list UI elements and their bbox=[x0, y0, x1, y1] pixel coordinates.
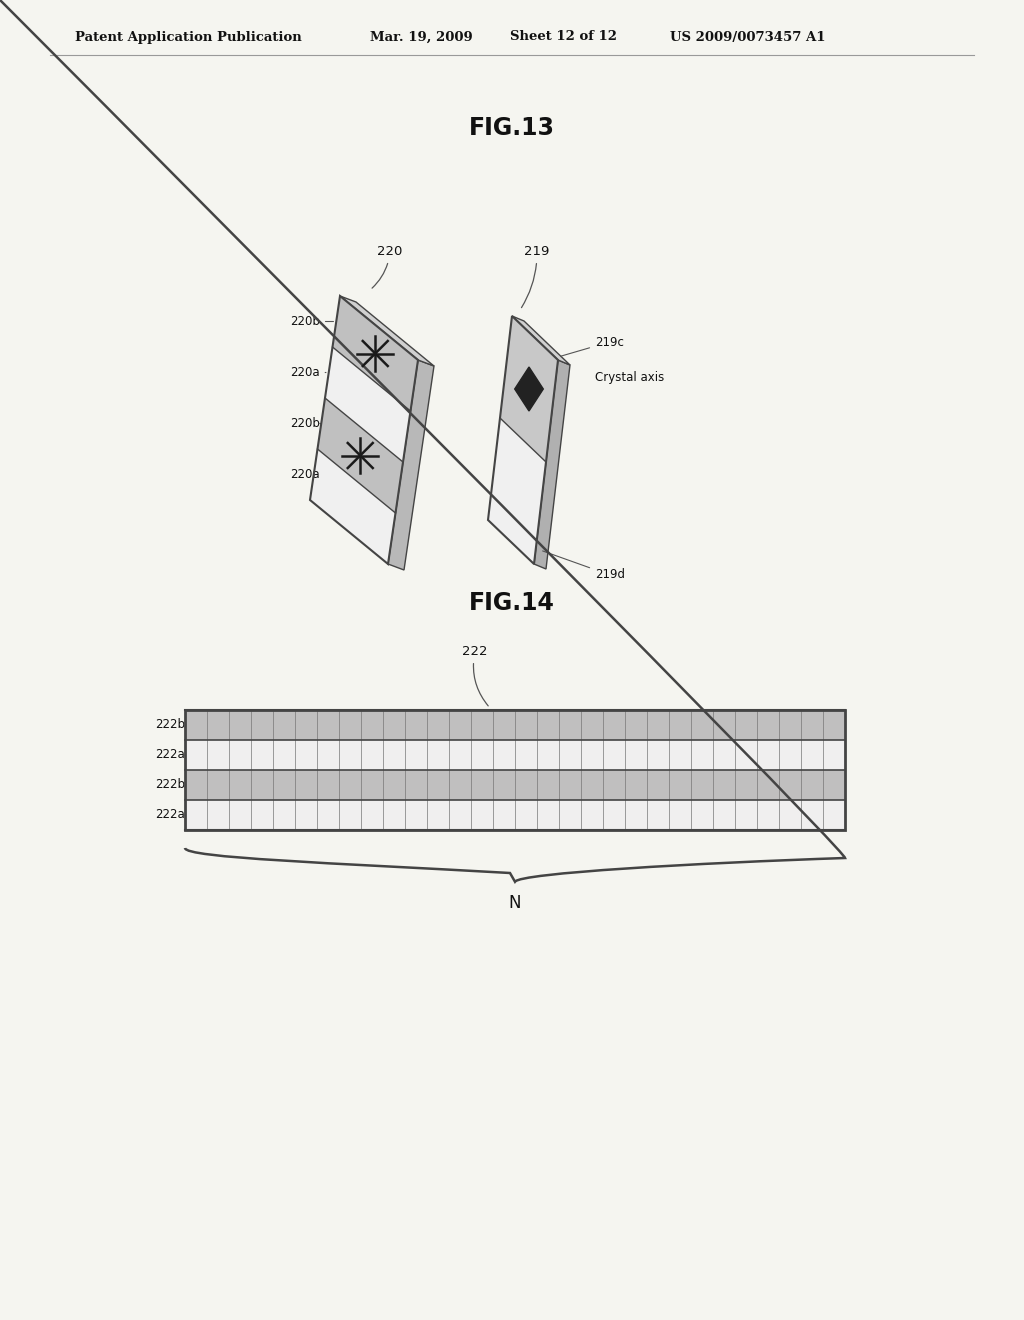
Text: 220b: 220b bbox=[290, 315, 334, 327]
Polygon shape bbox=[333, 296, 418, 411]
Text: Patent Application Publication: Patent Application Publication bbox=[75, 30, 302, 44]
Polygon shape bbox=[488, 418, 546, 564]
Polygon shape bbox=[325, 347, 411, 462]
Text: 219d: 219d bbox=[543, 550, 625, 582]
Text: FIG.13: FIG.13 bbox=[469, 116, 555, 140]
Polygon shape bbox=[317, 399, 403, 513]
Text: 219c: 219c bbox=[561, 335, 624, 356]
Polygon shape bbox=[185, 741, 845, 770]
Text: 222a: 222a bbox=[155, 808, 185, 821]
Polygon shape bbox=[310, 449, 395, 564]
Text: 220a: 220a bbox=[290, 469, 319, 480]
Text: FIG.14: FIG.14 bbox=[469, 591, 555, 615]
Polygon shape bbox=[185, 800, 845, 830]
Text: N: N bbox=[509, 894, 521, 912]
Text: 219: 219 bbox=[521, 246, 550, 308]
Text: Sheet 12 of 12: Sheet 12 of 12 bbox=[510, 30, 617, 44]
Polygon shape bbox=[340, 296, 434, 366]
Text: 222b: 222b bbox=[155, 779, 185, 792]
Polygon shape bbox=[500, 315, 558, 462]
Text: 220a: 220a bbox=[290, 366, 326, 379]
Text: 220: 220 bbox=[372, 246, 402, 288]
Text: US 2009/0073457 A1: US 2009/0073457 A1 bbox=[670, 30, 825, 44]
Text: Mar. 19, 2009: Mar. 19, 2009 bbox=[370, 30, 473, 44]
Polygon shape bbox=[534, 360, 570, 569]
Polygon shape bbox=[512, 315, 570, 366]
Polygon shape bbox=[185, 770, 845, 800]
Text: 222a: 222a bbox=[155, 748, 185, 762]
Polygon shape bbox=[388, 360, 434, 570]
Text: Crystal axis: Crystal axis bbox=[595, 371, 665, 384]
Text: 222b: 222b bbox=[155, 718, 185, 731]
Text: 220b: 220b bbox=[290, 417, 322, 430]
Polygon shape bbox=[515, 367, 544, 411]
Polygon shape bbox=[185, 710, 845, 741]
Text: 222: 222 bbox=[462, 645, 488, 706]
